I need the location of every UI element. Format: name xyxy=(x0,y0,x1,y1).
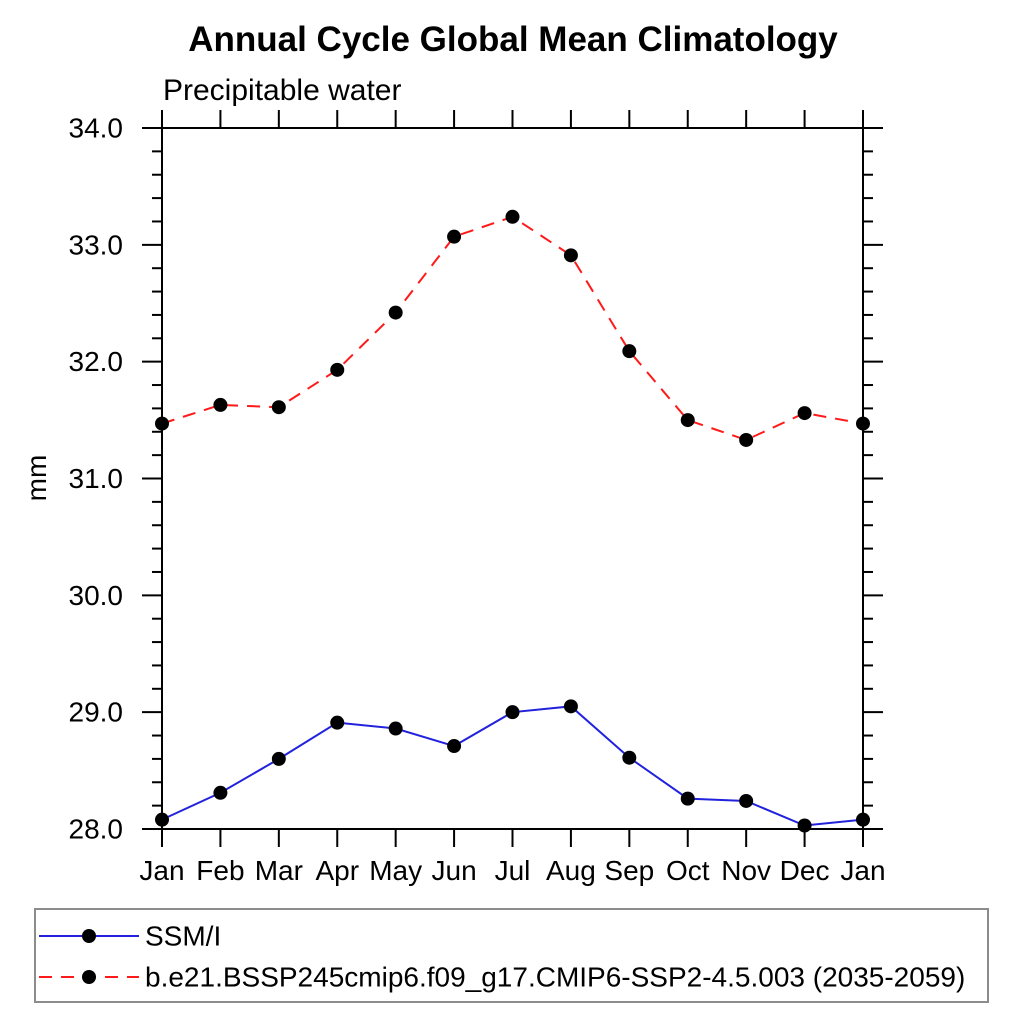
y-tick-label: 29.0 xyxy=(69,697,124,728)
data-point-series-0 xyxy=(330,715,345,730)
x-tick-label: Feb xyxy=(196,855,244,886)
axis-frame xyxy=(161,127,864,830)
data-point-series-1 xyxy=(447,229,462,244)
y-tick-label: 34.0 xyxy=(69,113,124,144)
data-point-series-0 xyxy=(213,785,228,800)
chart-title: Annual Cycle Global Mean Climatology xyxy=(188,20,838,59)
data-point-series-1 xyxy=(797,406,812,421)
x-tick-label: Apr xyxy=(315,855,359,886)
data-point-series-0 xyxy=(388,721,403,736)
x-tick-label: Oct xyxy=(666,855,710,886)
data-point-series-0 xyxy=(680,791,695,806)
data-point-series-1 xyxy=(213,397,228,412)
legend-marker xyxy=(82,929,96,943)
x-tick-label: Nov xyxy=(721,855,771,886)
y-axis-label: mm xyxy=(21,455,52,502)
series-line-1 xyxy=(161,215,864,442)
legend: SSM/I b.e21.BSSP245cmip6.f09_g17.CMIP6-SS… xyxy=(34,908,989,1003)
data-point-series-0 xyxy=(856,812,870,827)
data-point-series-1 xyxy=(563,248,578,263)
data-point-series-1 xyxy=(856,416,870,431)
data-point-series-1 xyxy=(680,413,695,428)
data-point-series-0 xyxy=(797,818,812,833)
plot-area: Jan Feb Mar Apr May Jun Jul Aug Sep Oct Nov Dec Jan 2… xyxy=(69,110,886,886)
x-tick-label: Aug xyxy=(546,855,596,886)
y-tick-label: 30.0 xyxy=(69,580,124,611)
y-tick-label: 33.0 xyxy=(69,229,124,260)
data-point-series-1 xyxy=(388,305,403,320)
data-point-series-1 xyxy=(622,344,637,359)
series-line-0 xyxy=(161,705,864,827)
data-point-series-1 xyxy=(330,362,345,377)
data-point-series-0 xyxy=(271,751,286,766)
data-point-series-0 xyxy=(739,793,754,808)
legend-label: SSM/I xyxy=(145,921,221,952)
y-tick-label: 28.0 xyxy=(69,814,124,845)
x-tick-label: Dec xyxy=(780,855,830,886)
chart-subtitle: Precipitable water xyxy=(163,74,401,107)
x-tick-label: Jan xyxy=(840,855,885,886)
data-point-series-1 xyxy=(505,209,520,224)
legend-marker xyxy=(82,970,96,984)
data-point-series-0 xyxy=(622,750,637,765)
x-tick-label: May xyxy=(369,855,422,886)
data-point-series-1 xyxy=(155,416,169,431)
x-tick-label: Jan xyxy=(139,855,184,886)
legend-box xyxy=(34,908,989,1003)
legend-label: b.e21.BSSP245cmip6.f09_g17.CMIP6-SSP2-4.… xyxy=(145,962,965,993)
y-tick-label: 31.0 xyxy=(69,463,124,494)
data-point-series-0 xyxy=(505,705,520,720)
y-tick-label: 32.0 xyxy=(69,346,124,377)
data-point-series-1 xyxy=(739,432,754,447)
x-tick-label: Sep xyxy=(604,855,654,886)
data-point-series-0 xyxy=(563,699,578,714)
data-point-series-0 xyxy=(155,812,169,827)
x-tick-label: Jun xyxy=(432,855,477,886)
x-tick-label: Mar xyxy=(255,855,303,886)
data-point-series-0 xyxy=(447,739,462,754)
x-tick-label: Jul xyxy=(495,855,531,886)
data-point-series-1 xyxy=(271,400,286,415)
